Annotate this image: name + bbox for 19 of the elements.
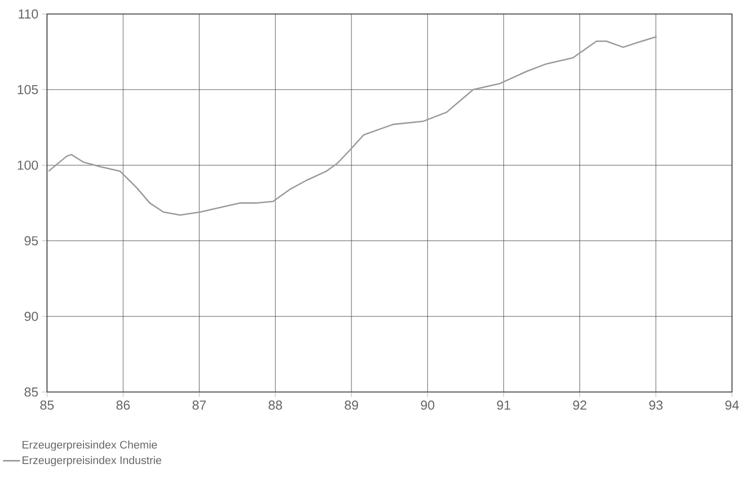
- legend-label: Erzeugerpreisindex Industrie: [22, 456, 162, 466]
- y-tick-label: 105: [18, 84, 38, 94]
- x-tick-label: 89: [344, 400, 358, 410]
- x-tick-label: 92: [573, 400, 586, 410]
- x-tick-label: 85: [40, 400, 54, 410]
- x-tick-label: 86: [116, 400, 130, 410]
- x-tick-label: 91: [497, 400, 510, 410]
- y-tick-label: 90: [24, 312, 38, 321]
- x-tick-label: 93: [649, 400, 663, 410]
- x-tick-label: 94: [725, 400, 739, 410]
- x-tick-label: 88: [268, 400, 282, 410]
- line-series: [48, 36, 658, 216]
- x-tick-label: 87: [192, 400, 206, 410]
- y-tick-label: 95: [24, 236, 38, 246]
- y-tick-label: 85: [24, 387, 38, 397]
- x-tick-label: 90: [420, 400, 434, 410]
- y-tick-label: 100: [18, 160, 38, 170]
- y-tick-label: 110: [18, 9, 38, 19]
- text: Erzeugerpreisindex Chemie: [22, 440, 157, 451]
